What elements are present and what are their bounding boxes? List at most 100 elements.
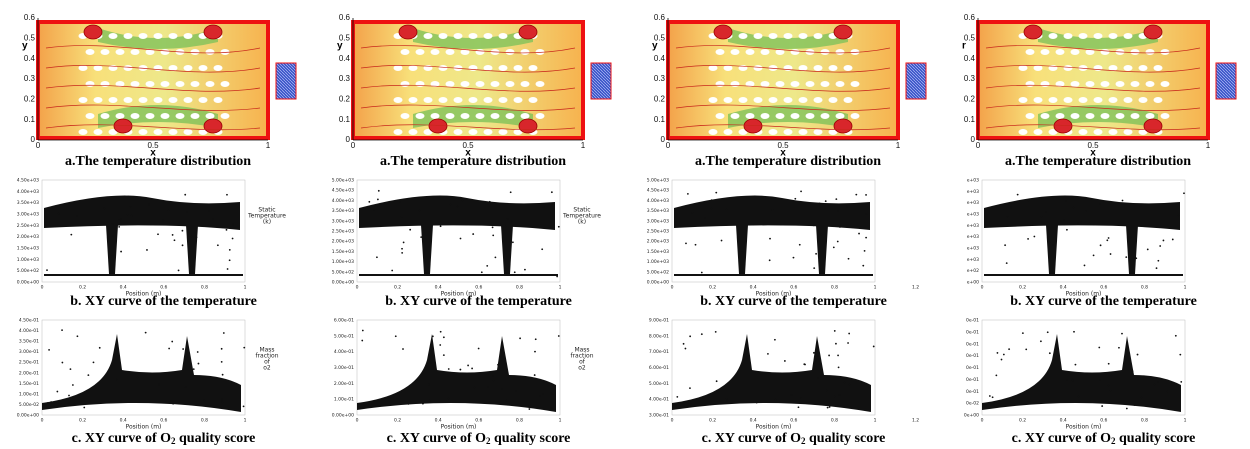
scatter-dot: [524, 269, 526, 271]
hot-spot: [399, 25, 417, 39]
scatter-dot: [1125, 256, 1127, 258]
y-tick-label: 2.00e+03: [647, 239, 669, 245]
y-tick-label: 0.4: [24, 54, 36, 63]
scatter-dot: [865, 194, 867, 196]
scatter-dot: [1040, 215, 1042, 217]
scatter-dot: [1004, 244, 1006, 246]
scatter-dot: [137, 377, 139, 379]
scatter-dot: [828, 355, 830, 357]
y-tick-label: 0e-01: [966, 329, 979, 335]
scatter-dot: [492, 226, 494, 228]
hole: [424, 33, 433, 39]
scatter-dot: [519, 337, 521, 339]
x-tick-label: 0.2: [394, 285, 401, 291]
scatter-dot: [422, 403, 424, 405]
x-tick-label: 1: [1184, 285, 1187, 291]
hole: [1019, 129, 1028, 135]
scatter-dot: [1157, 260, 1159, 262]
hole: [761, 81, 770, 87]
y-tick-label: 0.4: [964, 54, 976, 63]
plot-frame: [357, 180, 560, 282]
hole: [131, 81, 140, 87]
y-tick-label: 9.00e-01: [649, 318, 669, 324]
hole: [424, 97, 433, 103]
hole: [1124, 129, 1133, 135]
scatter-dot: [838, 366, 840, 368]
y-tick-label: 0.1: [339, 115, 351, 124]
outlet: [591, 63, 611, 99]
y-tick-label: e+03: [967, 178, 979, 184]
scatter-dot: [756, 402, 758, 404]
scatter-dot: [835, 198, 837, 200]
scatter-dot: [120, 251, 122, 253]
hole: [529, 65, 538, 71]
y-axis-label: y: [22, 41, 28, 52]
scatter-dot: [514, 271, 516, 273]
hole: [716, 81, 725, 87]
hole: [754, 97, 763, 103]
y-tick-label: 8.00e-01: [649, 333, 669, 339]
hole: [844, 97, 853, 103]
y-tick-label: 0e-01: [966, 318, 979, 324]
hole: [184, 97, 193, 103]
hole: [401, 81, 410, 87]
y-tick-label: 0.6: [654, 13, 666, 22]
scatter-dot: [541, 248, 543, 250]
hole: [836, 113, 845, 119]
scatter-dot: [833, 246, 835, 248]
caption-part: c. XY curve of O: [1012, 431, 1112, 446]
x-axis-label: Position (m): [1066, 424, 1102, 431]
hole: [724, 97, 733, 103]
scatter-dot: [1086, 373, 1088, 375]
scatter-dot: [116, 379, 118, 381]
scatter-dot: [450, 204, 452, 206]
hole: [499, 97, 508, 103]
scatter-dot: [61, 362, 63, 364]
caption-part: quality score: [491, 431, 571, 446]
x-tick-label: 0.2: [709, 285, 716, 291]
scatter-dot: [1001, 359, 1003, 361]
scatter-dot: [683, 343, 685, 345]
x-tick-label: 1: [581, 141, 586, 150]
scatter-dot: [172, 403, 174, 405]
hole: [1154, 65, 1163, 71]
hole: [791, 81, 800, 87]
hole: [154, 129, 163, 135]
scatter-dot: [1129, 237, 1131, 239]
scatter-dot: [552, 393, 554, 395]
hole: [124, 33, 133, 39]
scatter-dot: [208, 210, 210, 212]
scatter-dot: [222, 374, 224, 376]
hole: [416, 113, 425, 119]
scatter-dot: [193, 368, 195, 370]
hot-spot: [1024, 25, 1042, 39]
hole: [1094, 97, 1103, 103]
y-axis-label: r: [962, 41, 966, 52]
hole: [536, 81, 545, 87]
hole: [491, 81, 500, 87]
hole: [814, 33, 823, 39]
scatter-dot: [716, 380, 718, 382]
point-cloud: [44, 274, 243, 276]
caption: c. XY curve of O2 quality score: [387, 431, 571, 446]
hole: [731, 113, 740, 119]
y-tick-label: 4.50e+03: [647, 188, 669, 194]
hole: [806, 113, 815, 119]
y-tick-label: 0.2: [964, 94, 976, 103]
scatter-dot: [1093, 254, 1095, 256]
hole: [1131, 81, 1140, 87]
scatter-dot: [767, 353, 769, 355]
scatter-dot: [182, 244, 184, 246]
hole: [814, 97, 823, 103]
y-tick-label: 0.4: [654, 54, 666, 63]
scatter-dot: [726, 400, 728, 402]
scatter-dot: [168, 348, 170, 350]
hole: [851, 113, 860, 119]
scatter-dot: [1132, 370, 1134, 372]
hole: [769, 97, 778, 103]
hole: [446, 49, 455, 55]
scatter-dot: [837, 241, 839, 243]
scatter-dot: [995, 375, 997, 377]
x-tick-label: 0: [981, 285, 984, 291]
x-tick-label: 0.8: [516, 285, 523, 291]
